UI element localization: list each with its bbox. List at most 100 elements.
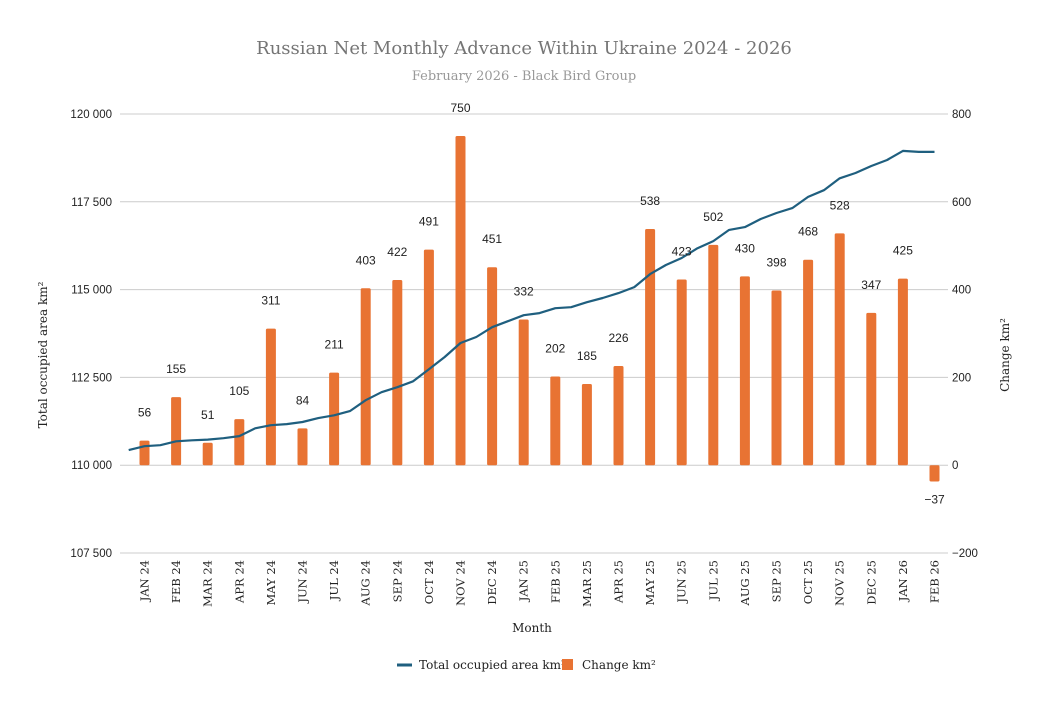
bar bbox=[676, 279, 687, 466]
x-tick-label: DEC 25 bbox=[864, 560, 878, 605]
bar-data-label: 202 bbox=[545, 342, 565, 356]
bar bbox=[455, 135, 466, 466]
bar-data-label: 430 bbox=[735, 241, 755, 255]
bar-data-label: 56 bbox=[138, 406, 152, 420]
bar bbox=[929, 465, 940, 482]
legend-bar-swatch bbox=[562, 659, 573, 670]
x-tick-label: MAY 24 bbox=[264, 560, 278, 606]
bar bbox=[866, 312, 877, 466]
left-tick-label: 110 000 bbox=[71, 460, 112, 472]
legend-bar-label: Change km² bbox=[582, 658, 656, 672]
x-axis-title: Month bbox=[512, 621, 552, 635]
bar-data-label: 403 bbox=[356, 253, 376, 267]
x-tick-label: DEC 24 bbox=[485, 560, 499, 605]
bar bbox=[139, 440, 150, 466]
bar-data-label: 226 bbox=[608, 331, 628, 345]
right-tick-label: 200 bbox=[952, 372, 971, 384]
left-tick-label: 107 500 bbox=[70, 548, 112, 560]
x-tick-label: NOV 24 bbox=[454, 560, 468, 606]
bar bbox=[202, 442, 213, 466]
x-tick-label: MAY 25 bbox=[643, 560, 657, 606]
bar-data-label: −37 bbox=[924, 492, 945, 506]
bar-data-label: 750 bbox=[450, 101, 470, 115]
x-tick-label: FEB 24 bbox=[169, 560, 183, 603]
bar bbox=[171, 397, 182, 466]
bar bbox=[739, 276, 750, 466]
bar bbox=[265, 328, 276, 466]
right-tick-label: 400 bbox=[952, 285, 971, 297]
x-tick-label: OCT 24 bbox=[422, 560, 436, 604]
bar-data-label: 84 bbox=[296, 393, 310, 407]
bar bbox=[550, 376, 561, 466]
bar-data-label: 51 bbox=[201, 408, 215, 422]
x-tick-label: JUN 25 bbox=[675, 560, 689, 604]
x-tick-label: SEP 25 bbox=[770, 560, 784, 602]
bar-data-label: 347 bbox=[861, 278, 881, 292]
bar-data-label: 468 bbox=[798, 225, 818, 239]
x-tick-label: JUL 24 bbox=[327, 560, 341, 601]
x-tick-label: JAN 24 bbox=[138, 560, 152, 602]
bar bbox=[581, 383, 592, 466]
bar-data-label: 155 bbox=[166, 362, 186, 376]
left-tick-label: 120 000 bbox=[70, 109, 112, 121]
bar bbox=[518, 319, 529, 466]
bar bbox=[708, 244, 719, 466]
line-series bbox=[128, 149, 935, 452]
bar bbox=[487, 267, 498, 466]
x-tick-label: JUN 24 bbox=[296, 560, 310, 604]
bar-series bbox=[139, 135, 940, 482]
bar-data-label: 332 bbox=[514, 284, 534, 298]
bar bbox=[423, 249, 434, 466]
left-axis: 107 500 110 000 112 500 115 000 117 500 120 0… bbox=[70, 109, 112, 560]
bar bbox=[234, 419, 245, 466]
right-tick-label: −200 bbox=[952, 548, 978, 560]
x-tick-label: FEB 25 bbox=[548, 560, 562, 603]
bar-data-label: 311 bbox=[261, 294, 280, 308]
bar-data-label: 185 bbox=[577, 349, 597, 363]
chart-subtitle: February 2026 - Black Bird Group bbox=[412, 69, 636, 84]
right-tick-label: 0 bbox=[952, 460, 958, 472]
legend-line-label: Total occupied area km² bbox=[419, 658, 566, 672]
gridlines bbox=[120, 113, 948, 554]
bar bbox=[613, 365, 624, 466]
bar-data-label: 105 bbox=[229, 384, 249, 398]
left-tick-label: 115 000 bbox=[71, 285, 112, 297]
x-tick-label: AUG 25 bbox=[738, 560, 752, 606]
bar-data-label: 211 bbox=[325, 338, 344, 352]
bar bbox=[897, 278, 908, 466]
x-tick-label: MAR 25 bbox=[580, 560, 594, 607]
bar-data-label: 528 bbox=[830, 198, 850, 212]
right-axis-title: Change km² bbox=[998, 318, 1012, 392]
left-tick-label: 112 500 bbox=[71, 372, 112, 384]
x-tick-label: MAR 24 bbox=[201, 560, 215, 607]
bar bbox=[297, 428, 308, 466]
x-tick-label: JUL 25 bbox=[706, 560, 720, 601]
legend: Total occupied area km² Change km² bbox=[397, 658, 656, 672]
x-tick-label: OCT 25 bbox=[801, 560, 815, 604]
bar bbox=[771, 290, 782, 466]
bar bbox=[392, 279, 403, 466]
right-tick-label: 800 bbox=[952, 109, 971, 121]
bar-data-label: 538 bbox=[640, 194, 660, 208]
bar bbox=[834, 233, 845, 466]
x-axis: JAN 24 FEB 24 MAR 24 APR 24 MAY 24 JUN 24 JUL … bbox=[138, 560, 942, 607]
x-tick-label: AUG 24 bbox=[359, 560, 373, 606]
chart-title: Russian Net Monthly Advance Within Ukrai… bbox=[256, 38, 792, 59]
left-tick-label: 117 500 bbox=[71, 197, 112, 209]
bar-data-label: 425 bbox=[893, 244, 913, 258]
bar-data-label: 422 bbox=[387, 245, 407, 259]
bar bbox=[329, 372, 340, 466]
bar-data-label: 502 bbox=[703, 210, 723, 224]
x-tick-label: SEP 24 bbox=[390, 560, 404, 602]
x-tick-label: APR 25 bbox=[612, 560, 626, 604]
bar-data-label: 398 bbox=[766, 255, 786, 269]
line-path bbox=[128, 149, 935, 452]
bar-data-label: 451 bbox=[482, 232, 502, 246]
bar bbox=[645, 229, 656, 466]
bar bbox=[360, 288, 371, 466]
right-tick-label: 600 bbox=[952, 197, 971, 209]
left-axis-title: Total occupied area km² bbox=[36, 281, 50, 428]
x-tick-label: APR 24 bbox=[232, 560, 246, 604]
bar-data-label: 423 bbox=[672, 245, 692, 259]
